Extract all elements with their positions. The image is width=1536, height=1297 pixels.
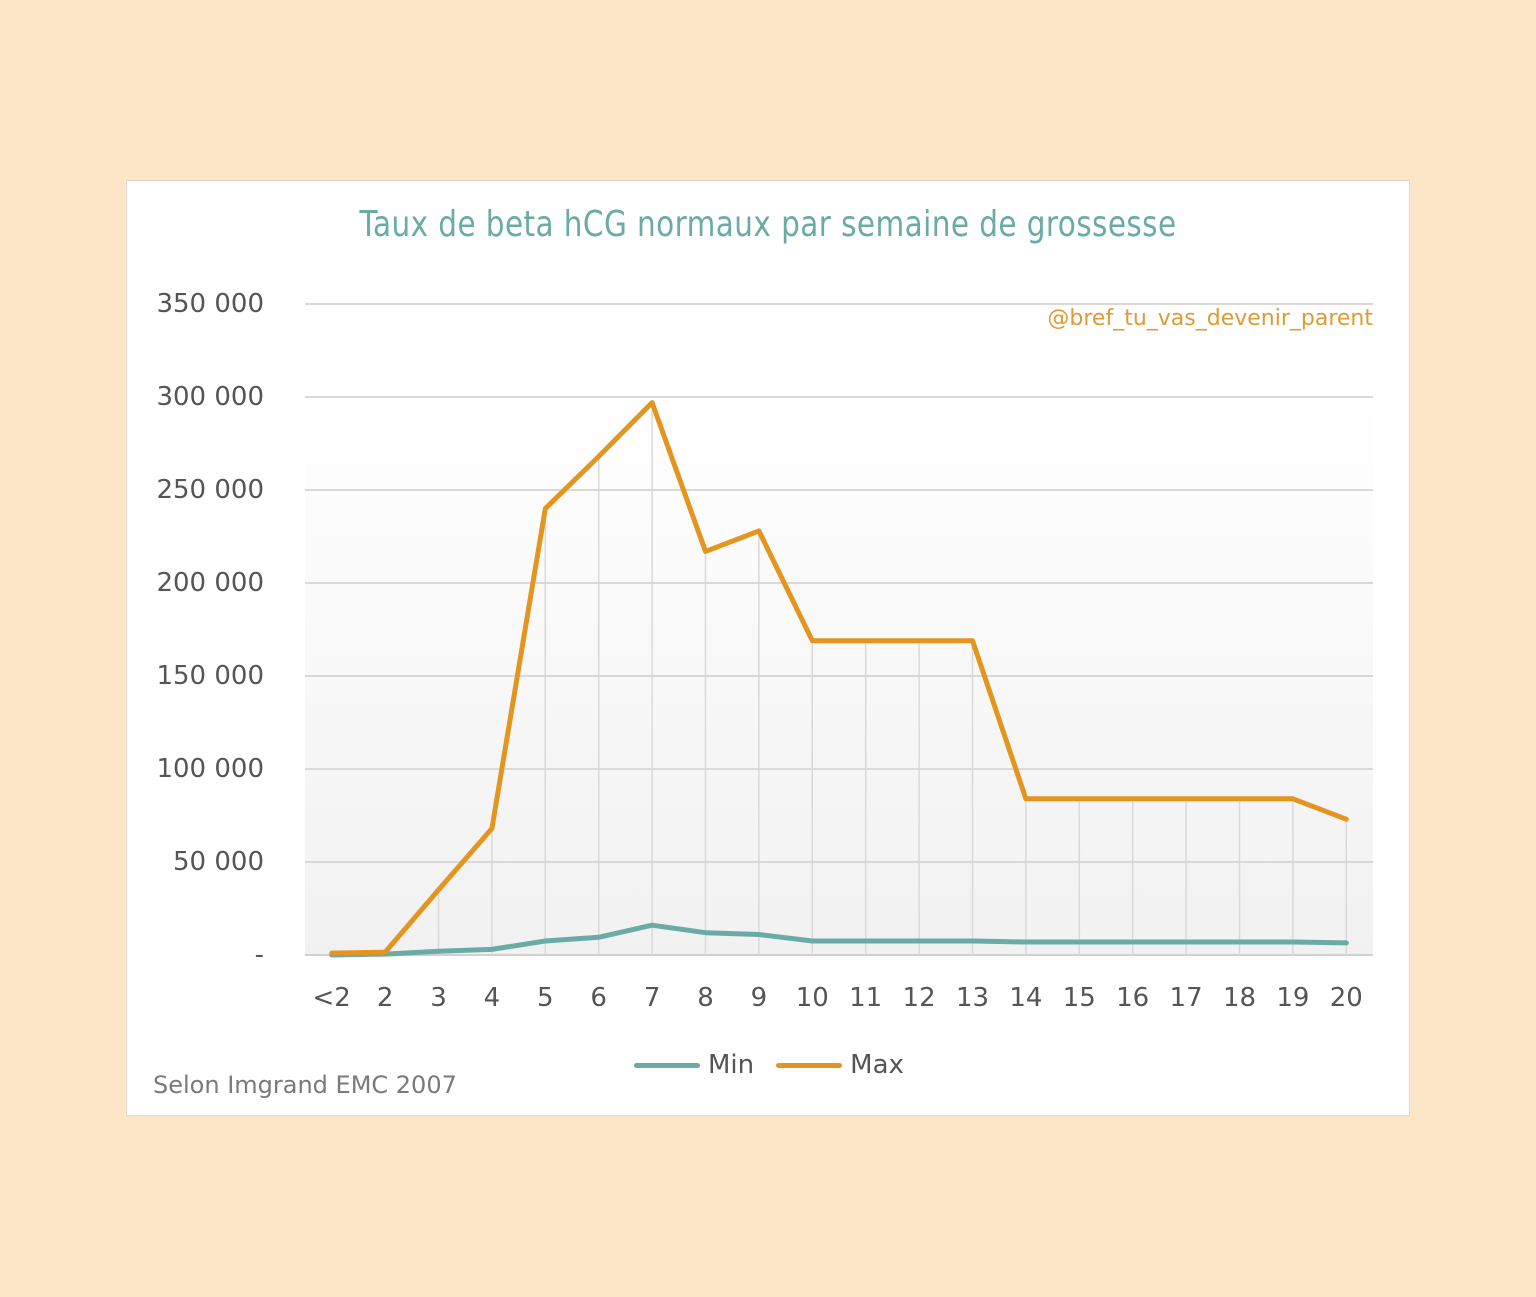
x-tick-label: 16 (1116, 983, 1150, 1013)
x-tick-label: 11 (849, 983, 883, 1013)
vertical-gridlines (384, 402, 1348, 955)
y-tick-label: 200 000 (156, 568, 264, 598)
x-tick-label: 14 (1009, 983, 1043, 1013)
x-tick-label: 13 (955, 983, 990, 1013)
legend-label-max: Max (850, 1050, 904, 1080)
x-tick-label: 3 (430, 983, 447, 1013)
x-tick-label: 19 (1276, 983, 1310, 1013)
y-tick-label: 150 000 (156, 661, 264, 691)
x-tick-label: 18 (1222, 983, 1257, 1013)
y-tick-label: 100 000 (156, 754, 264, 784)
x-tick-label: 12 (902, 983, 936, 1013)
x-tick-label: 5 (537, 983, 554, 1013)
source-note: Selon Imgrand EMC 2007 (153, 1071, 457, 1099)
y-tick-label: - (254, 940, 264, 970)
y-tick-label: 50 000 (173, 847, 264, 877)
legend-swatch-max (776, 1062, 843, 1068)
y-tick-label: 300 000 (156, 382, 264, 412)
x-tick-label: 20 (1329, 983, 1363, 1013)
series-line-min[interactable] (329, 922, 1349, 958)
x-tick-label: 7 (643, 983, 661, 1013)
x-tick-label: 6 (590, 983, 607, 1013)
x-tick-label: 17 (1169, 983, 1203, 1013)
x-tick-label: 4 (483, 983, 501, 1013)
data-series (329, 400, 1349, 958)
legend-label-min: Min (708, 1050, 755, 1080)
watermark: @bref_tu_vas_devenir_parent (1047, 306, 1373, 331)
x-tick-label: 15 (1062, 983, 1096, 1013)
y-tick-label: 250 000 (156, 475, 264, 505)
series-line-max[interactable] (329, 400, 1349, 956)
legend-swatch-min (634, 1062, 700, 1068)
x-tick-label: 8 (697, 983, 714, 1013)
x-tick-label: 10 (795, 983, 829, 1013)
legend: Min Max (634, 1050, 926, 1080)
y-tick-label: 350 000 (156, 289, 264, 319)
legend-item-max[interactable]: Max (776, 1050, 904, 1080)
chart-title: Taux de beta hCG normaux par semaine de … (359, 204, 1177, 245)
x-tick-label: <2 (312, 983, 351, 1013)
legend-item-min[interactable]: Min (634, 1050, 754, 1080)
horizontal-gridlines (305, 303, 1373, 956)
x-tick-label: 2 (376, 983, 394, 1013)
x-tick-label: 9 (750, 983, 768, 1013)
